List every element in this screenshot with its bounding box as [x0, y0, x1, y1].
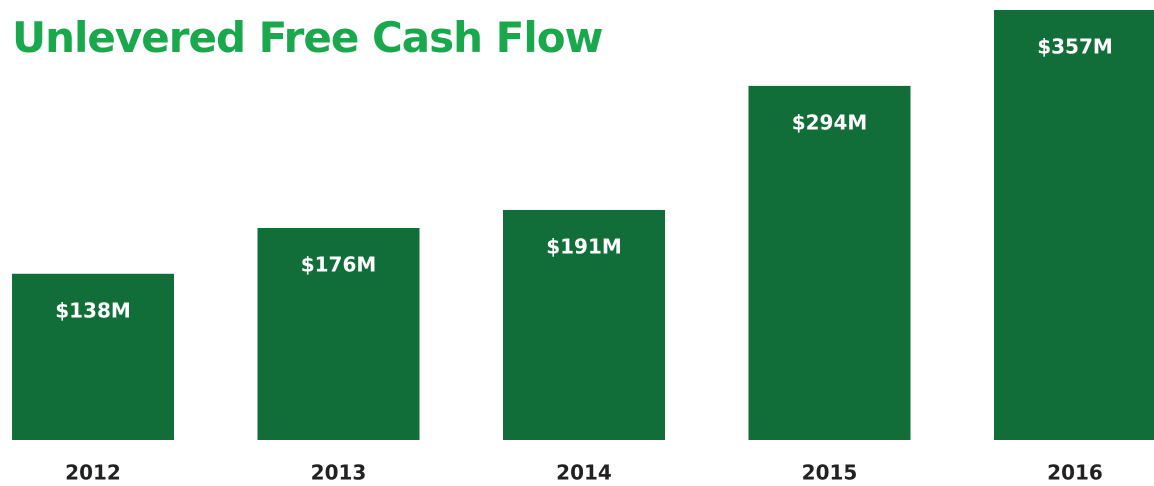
bar [994, 10, 1154, 440]
bar [12, 273, 174, 440]
bar [503, 209, 665, 440]
x-tick-label: 2016 [1047, 461, 1103, 485]
x-tick-label: 2013 [311, 461, 367, 485]
value-label: $294M [792, 110, 868, 134]
x-tick-label: 2015 [802, 461, 858, 485]
bar [748, 85, 911, 440]
value-label: $176M [301, 253, 377, 277]
value-label: $138M [55, 298, 131, 322]
value-label: $191M [546, 234, 622, 258]
value-label: $357M [1037, 35, 1113, 59]
bar [257, 228, 420, 440]
x-tick-label: 2014 [556, 461, 612, 485]
chart-title: Unlevered Free Cash Flow [12, 13, 603, 62]
x-tick-label: 2012 [65, 461, 121, 485]
